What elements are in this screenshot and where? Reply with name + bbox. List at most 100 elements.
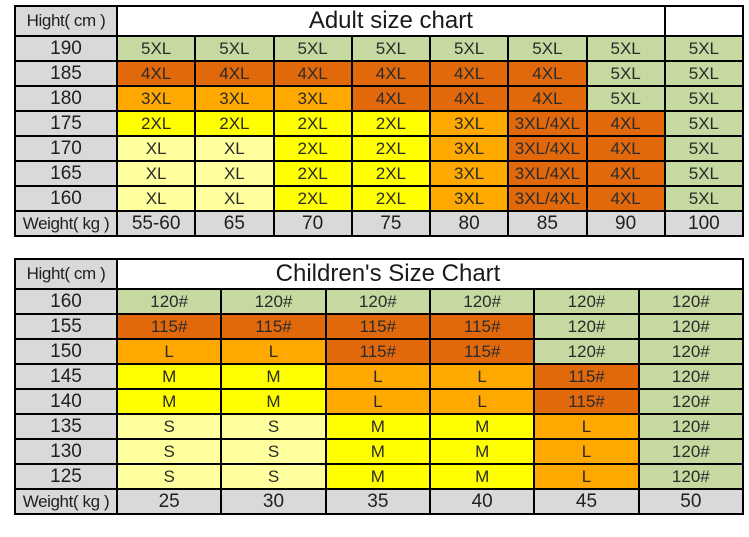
size-cell: 120# (428, 288, 536, 315)
size-cell: 120# (637, 338, 745, 365)
size-cell: 120# (637, 413, 745, 440)
size-cell: M (428, 438, 536, 465)
weight-value: 40 (428, 488, 536, 515)
size-cell: 3XL (428, 185, 510, 212)
height-value: 160 (14, 185, 118, 212)
size-cell: XL (194, 160, 275, 187)
size-cell: 2XL (272, 135, 353, 162)
size-cell: L (533, 438, 640, 465)
table-row: 130 S S M M L 120# (14, 438, 745, 465)
weight-value: 80 (428, 210, 510, 237)
size-cell: M (115, 388, 223, 415)
table-row: 140 M M L L 115# 120# (14, 388, 745, 415)
size-cell: 120# (533, 288, 640, 315)
size-cell: L (428, 363, 536, 390)
height-value: 155 (14, 313, 118, 340)
size-cell: L (324, 388, 431, 415)
size-cell: L (533, 413, 640, 440)
size-cell: 2XL (350, 185, 432, 212)
size-cell: S (220, 413, 327, 440)
size-cell: L (428, 388, 536, 415)
weight-value: 25 (115, 488, 223, 515)
size-cell: L (115, 338, 223, 365)
weight-value: 45 (533, 488, 640, 515)
size-cell: 4XL (272, 60, 353, 87)
table-row: 150 L L 115# 115# 120# 120# (14, 338, 745, 365)
table-row: 180 3XL 3XL 3XL 4XL 4XL 4XL 5XL 5XL (14, 85, 745, 112)
weight-value: 90 (585, 210, 666, 237)
size-cell: XL (194, 185, 275, 212)
size-cell: 4XL (350, 60, 432, 87)
table-row: 135 S S M M L 120# (14, 413, 745, 440)
table-row: 155 115# 115# 115# 115# 120# 120# (14, 313, 745, 340)
weight-unit-label: Weight( kg ) (14, 210, 118, 237)
adult-height-unit-label: Hight( cm ) (14, 5, 118, 37)
size-cell: L (324, 363, 431, 390)
size-cell: 5XL (585, 60, 666, 87)
size-cell: 120# (533, 313, 640, 340)
table-row: 185 4XL 4XL 4XL 4XL 4XL 4XL 5XL 5XL (14, 60, 745, 87)
weight-value: 35 (324, 488, 431, 515)
height-value: 150 (14, 338, 118, 365)
weight-value: 85 (507, 210, 588, 237)
size-cell: 4XL (428, 85, 510, 112)
weight-value: 75 (350, 210, 432, 237)
height-value: 175 (14, 110, 118, 137)
weight-value: 50 (637, 488, 745, 515)
size-cell: 115# (428, 338, 536, 365)
size-cell: 3XL/4XL (507, 160, 588, 187)
weight-value: 30 (220, 488, 327, 515)
size-cell: M (220, 388, 327, 415)
size-cell: XL (194, 135, 275, 162)
size-cell: M (324, 463, 431, 490)
size-cell: S (115, 463, 223, 490)
size-cell: 115# (324, 338, 431, 365)
size-cell: 3XL/4XL (507, 135, 588, 162)
height-value: 185 (14, 60, 118, 87)
size-cell: 2XL (350, 110, 432, 137)
size-cell: 4XL (507, 60, 588, 87)
size-cell: L (533, 463, 640, 490)
weight-unit-label: Weight( kg ) (14, 488, 118, 515)
size-cell: 4XL (428, 60, 510, 87)
size-cell: M (324, 438, 431, 465)
size-cell: M (220, 363, 327, 390)
size-cell: 4XL (585, 110, 666, 137)
table-row: 160 120# 120# 120# 120# 120# 120# (14, 288, 745, 315)
size-cell: 115# (324, 313, 431, 340)
size-cell: 5XL (272, 35, 353, 62)
size-cell: 3XL/4XL (507, 110, 588, 137)
size-cell: 120# (115, 288, 223, 315)
size-cell: 115# (220, 313, 327, 340)
table-row: 165 XL XL 2XL 2XL 3XL 3XL/4XL 4XL 5XL (14, 160, 745, 187)
size-cell: 5XL (585, 35, 666, 62)
size-cell: 5XL (663, 160, 745, 187)
adult-size-table: Hight( cm ) Adult size chart 190 5XL 5XL 5X… (14, 5, 745, 237)
size-cell: 5XL (194, 35, 275, 62)
size-cell: 5XL (585, 85, 666, 112)
size-cell: 120# (324, 288, 431, 315)
table-row: 190 5XL 5XL 5XL 5XL 5XL 5XL 5XL 5XL (14, 35, 745, 62)
table-row: 125 S S M M L 120# (14, 463, 745, 490)
size-cell: 5XL (115, 35, 197, 62)
size-cell: 115# (533, 388, 640, 415)
size-cell: 120# (637, 288, 745, 315)
height-value: 135 (14, 413, 118, 440)
size-cell: L (220, 338, 327, 365)
weight-value: 65 (194, 210, 275, 237)
size-cell: M (115, 363, 223, 390)
size-cell: 120# (637, 463, 745, 490)
size-cell: 2XL (272, 110, 353, 137)
height-value: 145 (14, 363, 118, 390)
adult-title-row: Hight( cm ) Adult size chart (14, 5, 745, 37)
size-cell: 4XL (507, 85, 588, 112)
size-cell: 120# (637, 313, 745, 340)
size-cell: 5XL (663, 60, 745, 87)
adult-chart-title: Adult size chart (116, 5, 666, 37)
size-cell: 2XL (272, 185, 353, 212)
size-cell: M (428, 413, 536, 440)
size-cell: S (115, 413, 223, 440)
weight-value: 70 (272, 210, 353, 237)
table-row: 160 XL XL 2XL 2XL 3XL 3XL/4XL 4XL 5XL (14, 185, 745, 212)
height-value: 190 (14, 35, 118, 62)
